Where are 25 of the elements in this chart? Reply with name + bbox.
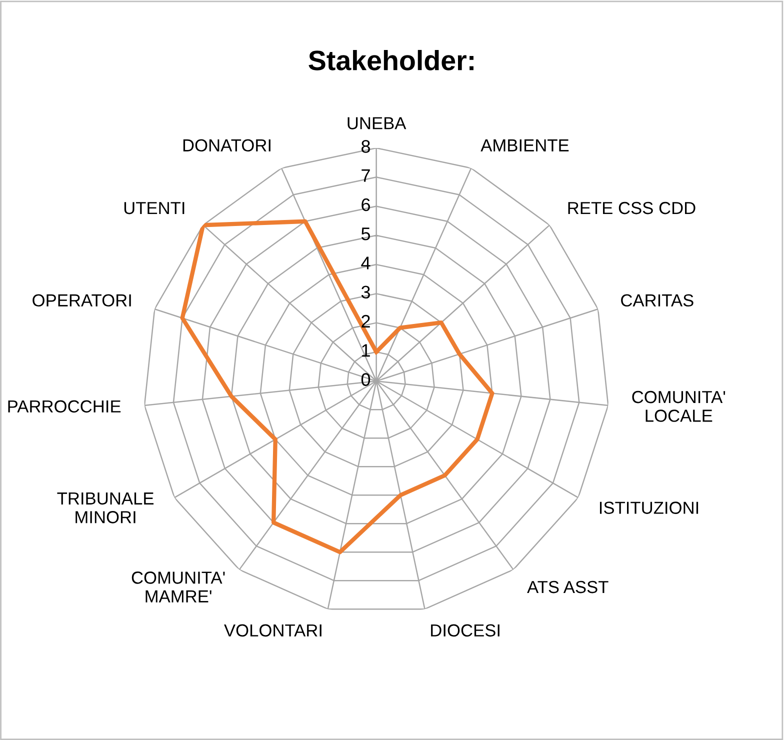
spoke-label: COMUNITA' LOCALE	[632, 390, 726, 422]
spoke-label: COMUNITA' MAMRE'	[132, 572, 225, 602]
y-tick-label: 7	[362, 169, 370, 182]
spoke-label: ATS ASST	[527, 580, 608, 594]
spoke-label: UTENTI	[124, 202, 184, 214]
y-tick-label: 1	[362, 344, 370, 357]
chart-title: Stakeholder:	[308, 50, 474, 70]
y-tick-label: 8	[362, 140, 370, 153]
y-tick-label: 2	[362, 314, 370, 328]
spoke-label: UNEBA	[348, 117, 406, 130]
spoke-label: TRIBUNALE MINORI	[57, 492, 154, 524]
y-tick-label: 6	[362, 198, 370, 212]
spoke-label: AMBIENTE	[480, 139, 569, 152]
y-tick-label: 5	[361, 228, 370, 240]
spoke-label: RETE CSS CDD	[568, 202, 696, 214]
spoke-label: DONATORI	[183, 139, 270, 152]
spoke-label: ISTITUZIONI	[600, 502, 698, 514]
spoke-label: CARITAS	[621, 294, 694, 307]
spoke-label: PARROCCHIE	[8, 400, 121, 413]
y-tick-label: 0	[361, 373, 370, 386]
spoke-label: DIOCESI	[431, 624, 500, 637]
spoke-label: VOLONTARI	[224, 624, 322, 637]
y-tick-label: 4	[361, 256, 370, 270]
y-tick-label: 3	[361, 286, 370, 299]
spoke-label: OPERATORI	[32, 294, 131, 307]
